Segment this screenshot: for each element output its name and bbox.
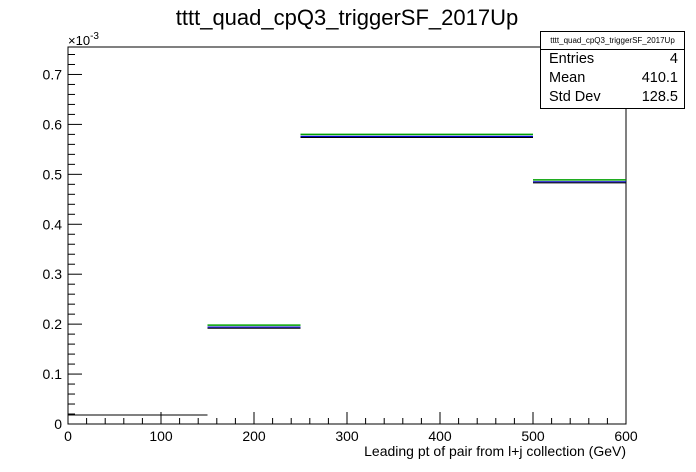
y-tick-label: 0.3 [43,266,63,282]
y-multiplier-exponent: -3 [90,31,99,42]
stats-label: Mean [549,70,586,86]
histogram-bins [68,133,626,416]
y-tick-label: 0 [54,416,62,432]
y-tick-label: 0.7 [43,66,63,82]
x-axis-label: Leading pt of pair from l+j collection (… [364,443,626,459]
stats-row-entries: Entries 4 [541,50,684,69]
y-tick-label: 0.1 [43,366,63,382]
stats-label: Entries [549,51,595,67]
y-tick-label: 0.5 [43,166,63,182]
y-axis-multiplier: ×10-3 [68,31,99,48]
x-tick-label: 200 [242,428,266,444]
chart-title: tttt_quad_cpQ3_triggerSF_2017Up [176,5,518,30]
stats-box: tttt_quad_cpQ3_triggerSF_2017Up Entries … [540,31,685,109]
y-tick-label: 0.2 [43,316,63,332]
stats-row-mean: Mean 410.1 [541,69,684,88]
stats-value: 410.1 [641,70,678,86]
x-tick-label: 600 [614,428,638,444]
axes: 0 100 200 300 400 500 600 0 0.1 0.2 0.3 0.4 0.5 0.6 0.… [43,46,638,444]
stats-value: 128.5 [641,89,678,105]
stats-row-stddev: Std Dev 128.5 [541,88,684,107]
x-tick-label: 400 [428,428,452,444]
y-tick-label: 0.4 [43,216,63,232]
stats-title: tttt_quad_cpQ3_triggerSF_2017Up [541,32,684,50]
stats-value: 4 [669,51,678,67]
stats-label: Std Dev [549,89,601,105]
x-tick-label: 500 [521,428,545,444]
x-tick-label: 100 [149,428,173,444]
x-tick-label: 0 [64,428,72,444]
y-tick-label: 0.6 [43,116,63,132]
x-tick-label: 300 [335,428,359,444]
y-multiplier-base: ×10 [68,33,90,48]
